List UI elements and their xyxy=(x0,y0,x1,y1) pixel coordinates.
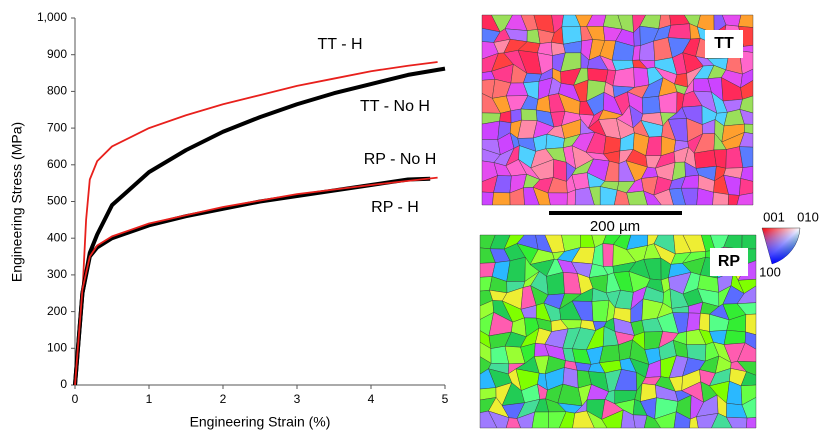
y-tick-label: 1,000 xyxy=(37,10,67,24)
y-tick-label: 600 xyxy=(47,157,67,171)
x-tick-label: 5 xyxy=(442,392,449,406)
grain xyxy=(588,68,609,82)
grain xyxy=(482,121,500,140)
grain xyxy=(548,193,567,205)
y-tick-label: 300 xyxy=(47,267,67,281)
grain xyxy=(668,24,691,39)
grain xyxy=(742,235,756,249)
x-tick-label: 4 xyxy=(368,392,375,406)
x-tick-label: 1 xyxy=(146,392,153,406)
grain xyxy=(744,124,753,134)
y-tick-label: 400 xyxy=(47,230,67,244)
grain xyxy=(724,330,745,344)
grain xyxy=(521,109,537,121)
grain xyxy=(746,417,756,428)
y-tick-label: 500 xyxy=(47,194,67,208)
y-tick-label: 700 xyxy=(47,120,67,134)
series-label: RP - No H xyxy=(364,151,437,168)
series-label: TT - H xyxy=(317,36,362,53)
y-tick-label: 100 xyxy=(47,340,67,354)
grain xyxy=(694,150,716,168)
ipf-label: 100 xyxy=(759,264,781,279)
grain xyxy=(687,313,701,332)
y-tick-label: 900 xyxy=(47,47,67,61)
y-tick-label: 0 xyxy=(60,377,67,391)
scale-bar-label: 200 µm xyxy=(590,218,640,235)
series-label: RP - H xyxy=(371,199,419,216)
grain xyxy=(592,300,609,322)
ipf-label: 001 xyxy=(763,209,785,224)
grain xyxy=(642,96,660,114)
grain xyxy=(613,67,635,87)
grain xyxy=(738,15,753,27)
grain xyxy=(482,192,494,205)
grain xyxy=(739,178,753,195)
figure: Engineering Strain (%) Engineering Stres… xyxy=(0,0,825,436)
grain xyxy=(745,314,756,335)
y-axis-title: Engineering Stress (MPa) xyxy=(9,122,25,282)
grain xyxy=(546,272,564,295)
grain xyxy=(699,313,709,331)
grain xyxy=(634,67,649,87)
x-tick-label: 3 xyxy=(294,392,301,406)
grain xyxy=(492,193,510,205)
x-axis-title: Engineering Strain (%) xyxy=(190,414,331,430)
y-tick-label: 800 xyxy=(47,84,67,98)
grain xyxy=(603,244,614,267)
map-label: RP xyxy=(718,253,741,270)
series-line xyxy=(75,69,445,385)
y-tick-label: 200 xyxy=(47,304,67,318)
ipf-label: 010 xyxy=(797,209,819,224)
series-label: TT - No H xyxy=(360,98,430,115)
grain xyxy=(532,412,549,428)
x-tick-label: 0 xyxy=(72,392,79,406)
grain xyxy=(713,192,729,205)
x-tick-label: 2 xyxy=(220,392,227,406)
map-label: TT xyxy=(714,35,734,52)
ipf-key-shade xyxy=(762,228,800,264)
